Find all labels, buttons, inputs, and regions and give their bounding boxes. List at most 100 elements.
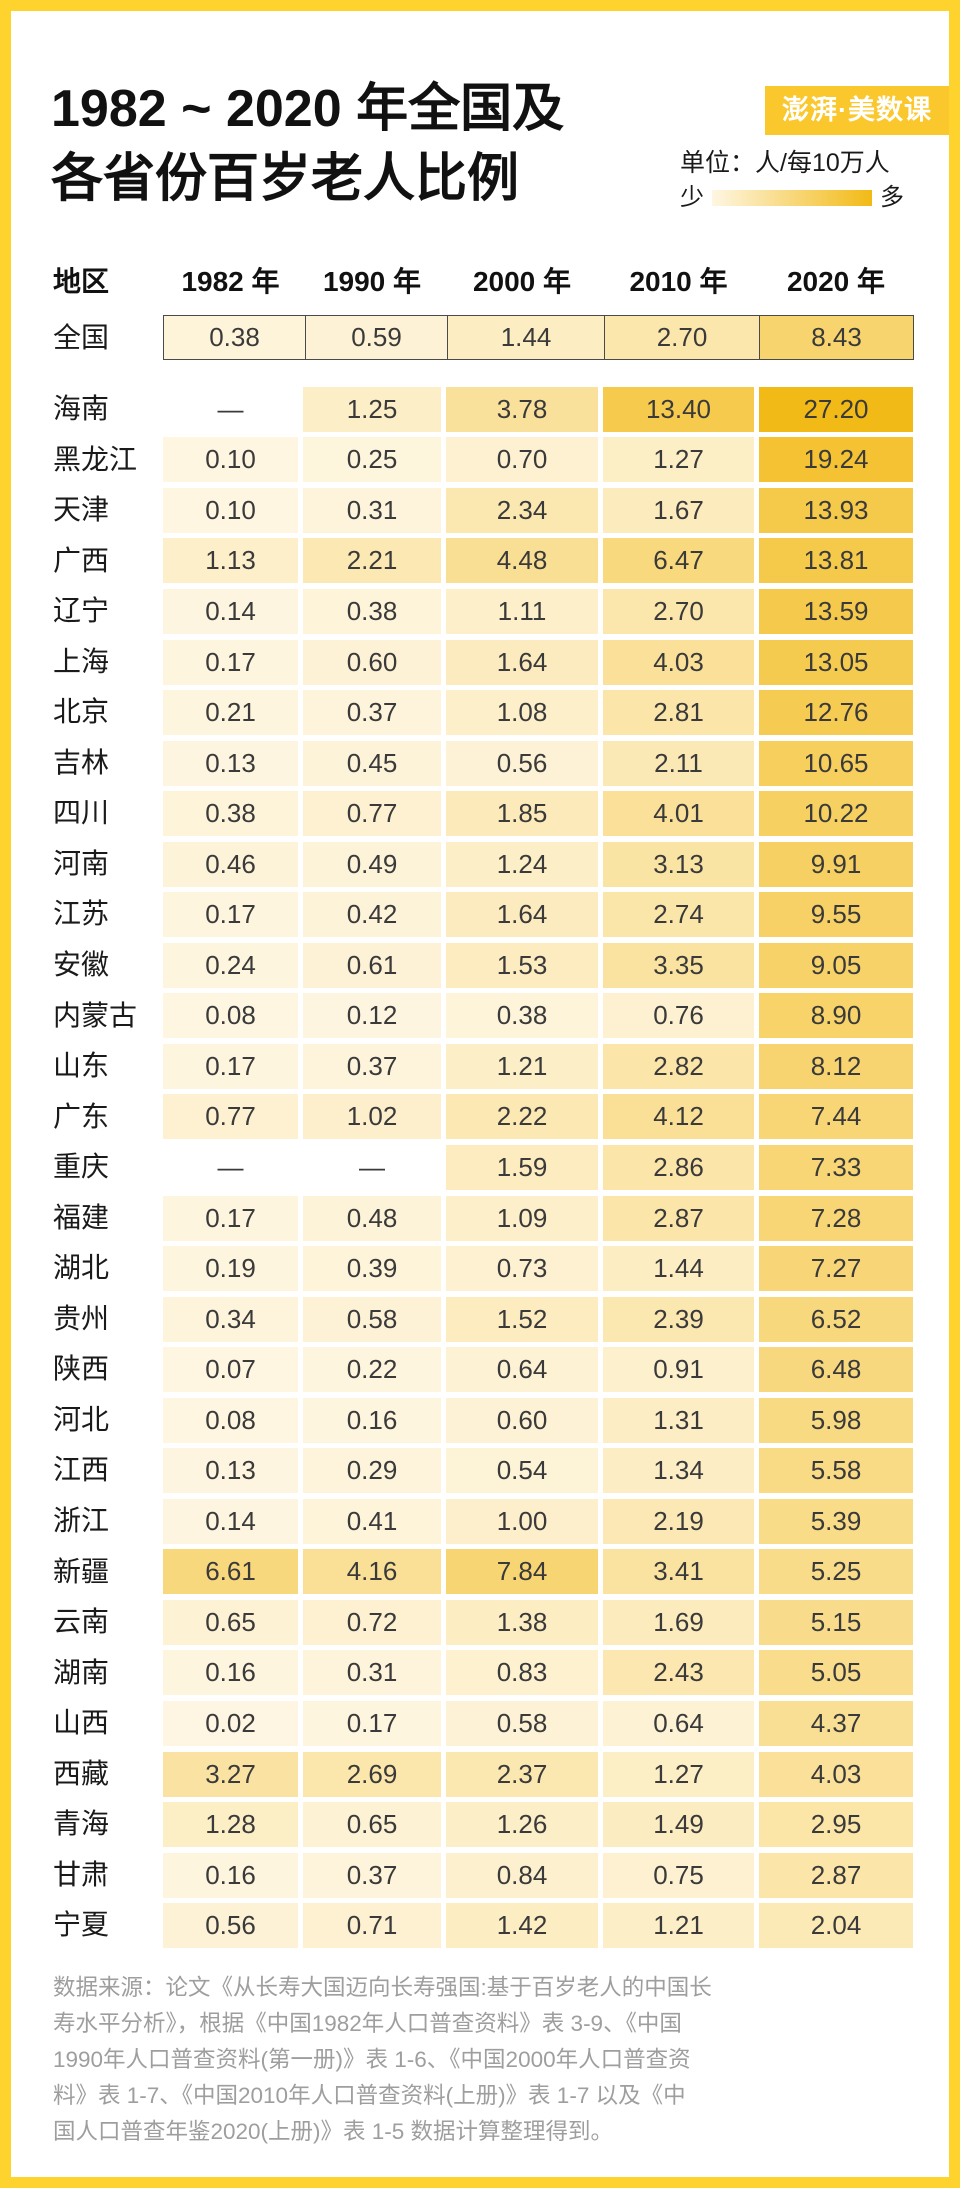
value-cell: 7.28 (759, 1195, 913, 1241)
value-cell: 1.00 (446, 1498, 598, 1544)
value-cell: 2.22 (446, 1094, 598, 1140)
table-row: 上海 0.17 0.60 1.64 4.03 13.05 (0, 637, 960, 688)
column-header-1982: 1982 年 (181, 266, 280, 297)
row-header-label: 地区 (53, 266, 110, 297)
table-row: 甘肃 0.16 0.37 0.84 0.75 2.87 (0, 1850, 960, 1901)
national-row: 全国 0.38 0.59 1.44 2.70 8.43 (0, 315, 960, 360)
value-cell: 0.64 (603, 1701, 754, 1747)
value-cell: 1.64 (446, 639, 598, 685)
value-cell: 4.03 (603, 639, 754, 685)
value-cell: 0.91 (603, 1347, 754, 1393)
value-cell: 0.13 (163, 1448, 298, 1494)
value-cell: 9.55 (759, 892, 913, 938)
value-cell: 1.38 (446, 1599, 598, 1645)
value-cell: 2.11 (603, 740, 754, 786)
value-cell: 4.03 (759, 1751, 913, 1797)
value-cell: 0.08 (163, 1397, 298, 1443)
value-cell: 1.02 (303, 1094, 441, 1140)
value-cell: 5.05 (759, 1650, 913, 1696)
value-cell: 0.58 (446, 1701, 598, 1747)
value-cell: 0.22 (303, 1347, 441, 1393)
value-cell: 4.12 (603, 1094, 754, 1140)
region-label: 西藏 (53, 1757, 110, 1789)
value-cell: 2.43 (603, 1650, 754, 1696)
region-label: 湖北 (53, 1252, 110, 1284)
region-label: 新疆 (53, 1555, 110, 1587)
national-value-cell: 1.44 (447, 316, 604, 359)
value-cell: 0.34 (163, 1296, 298, 1342)
chart-title: 1982 ~ 2020 年全国及 各省份百岁老人比例 (51, 74, 564, 214)
value-cell: 5.15 (759, 1599, 913, 1645)
value-cell: 5.39 (759, 1498, 913, 1544)
region-label: 湖南 (53, 1656, 110, 1688)
value-cell: 1.13 (163, 538, 298, 584)
value-cell: 1.59 (446, 1145, 598, 1190)
value-cell: 0.48 (303, 1195, 441, 1241)
region-label: 吉林 (53, 746, 110, 778)
value-cell: 10.65 (759, 740, 913, 786)
value-cell: 0.13 (163, 740, 298, 786)
value-cell: 0.65 (163, 1599, 298, 1645)
value-cell: 0.45 (303, 740, 441, 786)
region-label: 江西 (53, 1454, 110, 1486)
region-label: 贵州 (53, 1302, 110, 1334)
title-line-1: 1982 ~ 2020 年全国及 (51, 80, 565, 138)
region-label: 山东 (53, 1050, 110, 1082)
value-cell: 0.49 (303, 841, 441, 887)
value-cell: 0.31 (303, 487, 441, 533)
value-cell: 1.44 (603, 1246, 754, 1292)
value-cell: 0.10 (163, 487, 298, 533)
value-cell: 0.25 (303, 437, 441, 483)
national-value-cell: 2.70 (604, 316, 759, 359)
value-cell: 0.07 (163, 1347, 298, 1393)
value-cell: 0.58 (303, 1296, 441, 1342)
value-cell: 4.48 (446, 538, 598, 584)
value-cell: 0.17 (163, 1043, 298, 1089)
value-cell: 7.44 (759, 1094, 913, 1140)
value-cell: 0.37 (303, 690, 441, 736)
table-row: 福建 0.17 0.48 1.09 2.87 7.28 (0, 1193, 960, 1244)
value-cell: 0.60 (303, 639, 441, 685)
table-row: 湖北 0.19 0.39 0.73 1.44 7.27 (0, 1243, 960, 1294)
region-label: 山西 (53, 1707, 110, 1739)
value-cell: 0.08 (163, 993, 298, 1039)
value-cell: 1.64 (446, 892, 598, 938)
value-cell: 0.56 (163, 1903, 298, 1949)
value-cell: 5.98 (759, 1397, 913, 1443)
national-value-cell: 0.59 (305, 316, 447, 359)
value-cell: 0.39 (303, 1246, 441, 1292)
table-row: 西藏 3.27 2.69 2.37 1.27 4.03 (0, 1749, 960, 1800)
region-label: 河南 (53, 847, 110, 879)
value-cell: 1.53 (446, 942, 598, 988)
value-cell: 4.37 (759, 1701, 913, 1747)
value-cell: 1.69 (603, 1599, 754, 1645)
value-cell: 12.76 (759, 690, 913, 736)
region-label: 黑龙江 (53, 443, 138, 475)
region-label: 广东 (53, 1100, 110, 1132)
value-cell: 0.17 (163, 892, 298, 938)
value-cell: 3.41 (603, 1549, 754, 1595)
value-cell: 0.72 (303, 1599, 441, 1645)
column-header-2000: 2000 年 (472, 266, 572, 297)
value-cell: 7.33 (759, 1145, 913, 1190)
value-cell: — (217, 393, 244, 424)
region-label: 北京 (53, 696, 110, 728)
table-row: 广东 0.77 1.02 2.22 4.12 7.44 (0, 1092, 960, 1143)
national-label: 全国 (53, 322, 110, 353)
value-cell: 0.42 (303, 892, 441, 938)
region-label: 青海 (53, 1808, 110, 1840)
table-row: 吉林 0.13 0.45 0.56 2.11 10.65 (0, 738, 960, 789)
value-cell: 0.24 (163, 942, 298, 988)
value-cell: 0.16 (163, 1650, 298, 1696)
value-cell: 0.71 (303, 1903, 441, 1949)
value-cell: 2.19 (603, 1498, 754, 1544)
value-cell: 1.09 (446, 1195, 598, 1241)
table-row: 内蒙古 0.08 0.12 0.38 0.76 8.90 (0, 991, 960, 1042)
value-cell: 6.52 (759, 1296, 913, 1342)
table-row: 山西 0.02 0.17 0.58 0.64 4.37 (0, 1698, 960, 1749)
value-cell: 2.74 (603, 892, 754, 938)
value-cell: 2.39 (603, 1296, 754, 1342)
value-cell: 1.26 (446, 1802, 598, 1848)
value-cell: — (359, 1152, 385, 1182)
value-cell: 0.14 (163, 1498, 298, 1544)
